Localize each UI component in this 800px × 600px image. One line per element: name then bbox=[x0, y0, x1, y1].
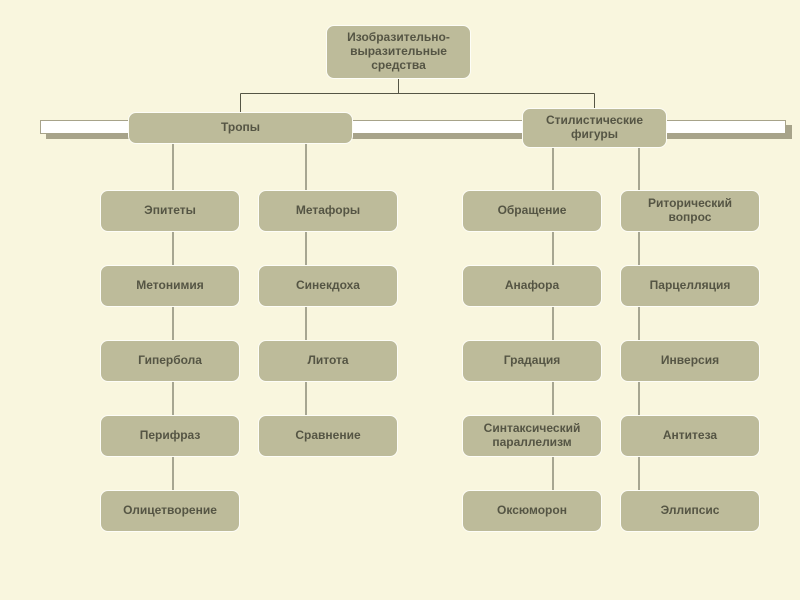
node-metonymy: Метонимия bbox=[100, 265, 240, 307]
node-address: Обращение bbox=[462, 190, 602, 232]
node-parallelism: Синтаксическийпараллелизм bbox=[462, 415, 602, 457]
node-rhetorical-label: Риторическийвопрос bbox=[648, 197, 732, 225]
node-periphrasis-label: Перифраз bbox=[140, 429, 201, 443]
node-rhetorical: Риторическийвопрос bbox=[620, 190, 760, 232]
node-litotes-label: Литота bbox=[307, 354, 348, 368]
node-comparison: Сравнение bbox=[258, 415, 398, 457]
node-epithets-label: Эпитеты bbox=[144, 204, 196, 218]
node-anaphora-label: Анафора bbox=[505, 279, 559, 293]
node-gradation-label: Градация bbox=[504, 354, 560, 368]
branch-figures-header-label: Стилистическиефигуры bbox=[546, 114, 643, 142]
node-synecdoche: Синекдоха bbox=[258, 265, 398, 307]
node-parcellation: Парцелляция bbox=[620, 265, 760, 307]
root-node-label: Изобразительно-выразительныесредства bbox=[347, 31, 450, 72]
root-node: Изобразительно-выразительныесредства bbox=[326, 25, 471, 79]
node-metaphors-label: Метафоры bbox=[296, 204, 360, 218]
node-parallelism-label: Синтаксическийпараллелизм bbox=[484, 422, 581, 450]
node-oxymoron: Оксюморон bbox=[462, 490, 602, 532]
node-ellipsis: Эллипсис bbox=[620, 490, 760, 532]
node-comparison-label: Сравнение bbox=[295, 429, 360, 443]
node-hyperbole-label: Гипербола bbox=[138, 354, 202, 368]
node-inversion: Инверсия bbox=[620, 340, 760, 382]
node-litotes: Литота bbox=[258, 340, 398, 382]
node-parcellation-label: Парцелляция bbox=[650, 279, 731, 293]
node-oxymoron-label: Оксюморон bbox=[497, 504, 567, 518]
node-personification-label: Олицетворение bbox=[123, 504, 217, 518]
node-gradation: Градация bbox=[462, 340, 602, 382]
node-metonymy-label: Метонимия bbox=[136, 279, 203, 293]
node-epithets: Эпитеты bbox=[100, 190, 240, 232]
node-antithesis-label: Антитеза bbox=[663, 429, 717, 443]
node-personification: Олицетворение bbox=[100, 490, 240, 532]
node-anaphora: Анафора bbox=[462, 265, 602, 307]
node-metaphors: Метафоры bbox=[258, 190, 398, 232]
node-periphrasis: Перифраз bbox=[100, 415, 240, 457]
branch-tropes-header-label: Тропы bbox=[221, 121, 260, 135]
node-address-label: Обращение bbox=[498, 204, 567, 218]
node-hyperbole: Гипербола bbox=[100, 340, 240, 382]
branch-figures-header: Стилистическиефигуры bbox=[522, 108, 667, 148]
node-antithesis: Антитеза bbox=[620, 415, 760, 457]
node-inversion-label: Инверсия bbox=[661, 354, 719, 368]
node-ellipsis-label: Эллипсис bbox=[661, 504, 720, 518]
branch-tropes-header: Тропы bbox=[128, 112, 353, 144]
node-synecdoche-label: Синекдоха bbox=[296, 279, 360, 293]
